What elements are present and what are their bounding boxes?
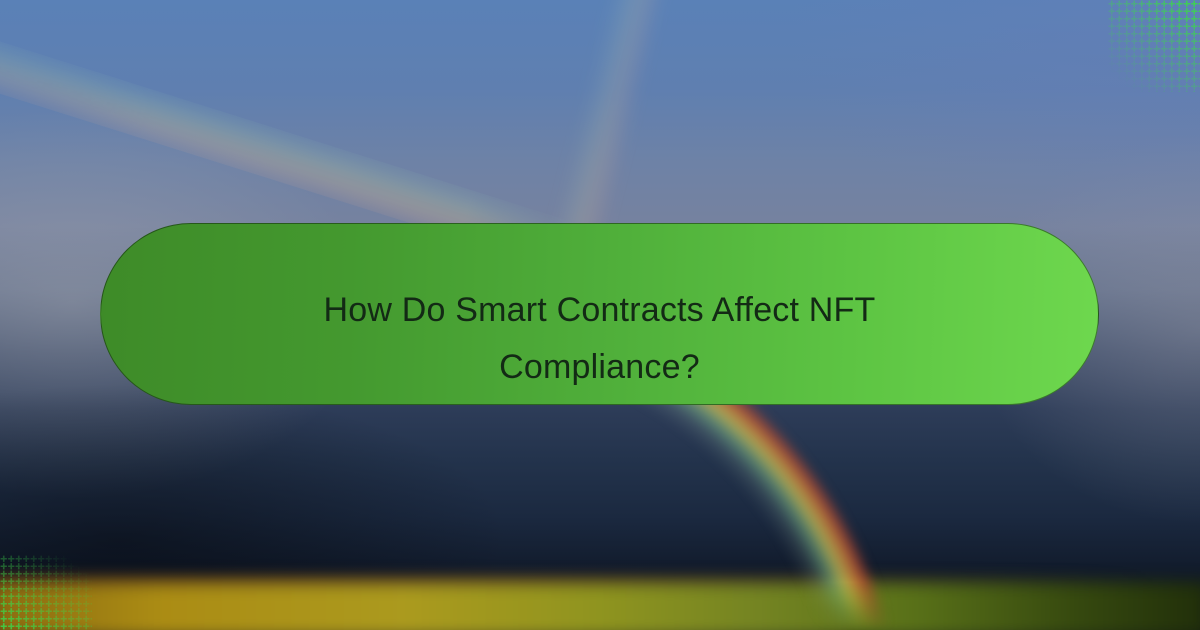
corner-dots-bottom-left-icon — [0, 555, 92, 630]
title-banner: How Do Smart Contracts Affect NFT Compli… — [100, 223, 1099, 405]
field-strip — [0, 582, 1200, 630]
page-title-line-1: How Do Smart Contracts Affect NFT — [323, 291, 876, 329]
page-title-line-2: Compliance? — [499, 348, 700, 386]
corner-dots-top-right-icon — [1108, 0, 1200, 92]
main-rainbow — [620, 392, 1200, 630]
main-rainbow-arc — [620, 392, 903, 630]
